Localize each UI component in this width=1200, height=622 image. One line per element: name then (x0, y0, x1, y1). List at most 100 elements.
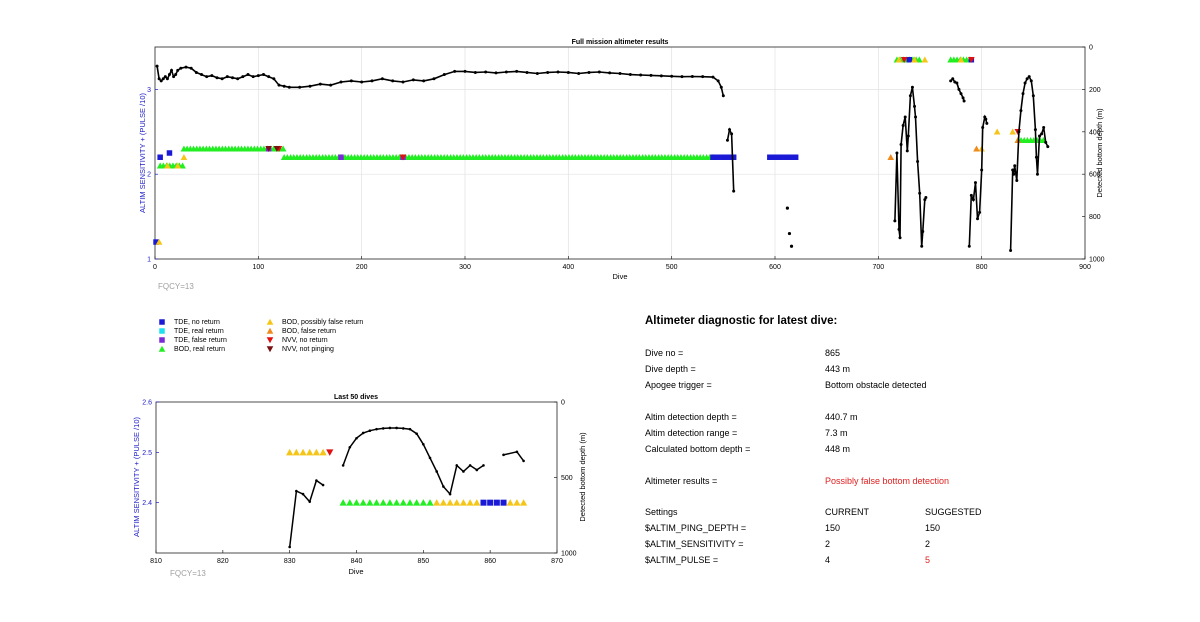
bod-possibly-false-marker (1009, 128, 1016, 135)
depth-point (649, 73, 653, 77)
setting-current: 150 (825, 523, 841, 533)
tde-no-return-marker (710, 154, 716, 160)
depth-point (719, 85, 723, 89)
y2-tick-label: 200 (1089, 87, 1101, 94)
bod-possibly-false-marker (921, 56, 929, 63)
depth-point (908, 94, 912, 98)
depth-point (167, 73, 171, 77)
depth-point (525, 70, 529, 74)
legend-swatch (266, 327, 274, 334)
depth-point (1034, 155, 1038, 159)
nvv-no-return-marker (399, 154, 407, 161)
y2-tick-label: 0 (1089, 45, 1093, 52)
square-icon (159, 319, 165, 325)
depth-point (971, 198, 975, 202)
diag-label: Altim detection range = (645, 428, 738, 438)
depth-point (730, 132, 734, 136)
tde-no-return-marker (777, 154, 783, 160)
depth-point (155, 64, 159, 68)
depth-point (556, 70, 560, 74)
triangle-down-icon (266, 337, 274, 344)
tde-no-return-marker (166, 150, 173, 156)
depth-point (246, 73, 250, 77)
tde-no-return-marker (792, 154, 799, 160)
top-left-axis-label: ALTIM SENSITIVITY + (PULSE /10) (138, 93, 147, 213)
depth-point (282, 84, 286, 88)
depth-point (732, 189, 736, 193)
depth-point (914, 115, 918, 119)
legend-swatch (159, 337, 165, 343)
triangle-up-icon (158, 345, 166, 352)
depth-point (298, 85, 302, 89)
depth-point (1013, 164, 1017, 168)
diag-label: Dive no = (645, 348, 684, 358)
bod-possibly-false-marker (180, 153, 188, 160)
depth-point (463, 69, 467, 73)
bod-possibly-false-marker (957, 56, 965, 63)
x-tick-label: 900 (1079, 264, 1091, 271)
y2-tick-label: 600 (1089, 172, 1101, 179)
depth-point (1017, 130, 1021, 134)
depth-point (690, 74, 694, 78)
depth-point (918, 191, 922, 195)
bod-possibly-false-marker (911, 56, 918, 63)
depth-point (955, 81, 959, 85)
depth-point (716, 79, 720, 83)
top-x-axis-label: Dive (612, 272, 627, 281)
depth-point (442, 73, 446, 77)
diag-value: 440.7 m (825, 412, 858, 422)
settings-header-suggested: SUGGESTED (925, 507, 982, 517)
depth-point (897, 227, 901, 231)
depth-point (608, 71, 612, 75)
x-tick-label: 300 (459, 264, 471, 271)
depth-point (1038, 134, 1042, 138)
depth-point (215, 76, 219, 80)
x-tick-label: 700 (872, 264, 884, 271)
tde-no-return-marker (772, 154, 778, 160)
legend-label: TDE, no return (174, 318, 220, 326)
depth-point (484, 70, 488, 74)
setting-name: $ALTIM_PULSE = (645, 555, 719, 565)
depth-point (725, 138, 729, 142)
depth-point (220, 77, 224, 81)
depth-line (894, 87, 927, 247)
depth-point (256, 74, 260, 78)
setting-name: $ALTIM_SENSITIVITY = (645, 539, 744, 549)
depth-point (165, 77, 169, 81)
depth-point (976, 217, 980, 221)
top-depth-series (155, 64, 1050, 253)
legend-swatch (266, 337, 274, 344)
diagnostic-title: Altimeter diagnostic for latest dive: (645, 315, 838, 327)
depth-point (272, 77, 276, 81)
setting-current: 4 (825, 555, 831, 565)
depth-line (726, 127, 735, 192)
depth-point (504, 70, 508, 74)
bod-false-return-marker (973, 145, 980, 152)
x-tick-label: 100 (252, 264, 264, 271)
legend-item: NVV, not pinging (266, 345, 334, 353)
depth-point (161, 77, 165, 81)
depth-point (370, 79, 374, 83)
depth-point (422, 79, 426, 83)
depth-point (973, 181, 977, 185)
settings-header-name: Settings (645, 507, 678, 517)
depth-point (157, 77, 161, 81)
bod-real-return-marker (916, 56, 923, 63)
depth-point (981, 126, 985, 130)
depth-point (287, 85, 291, 89)
depth-point (670, 74, 674, 78)
legend-swatch (266, 318, 274, 325)
tde-no-return-marker (906, 56, 913, 63)
x-tick-label: 400 (562, 264, 574, 271)
top-frequency-note: FQCY=13 (158, 282, 194, 291)
legend-label: NVV, no return (282, 336, 328, 344)
depth-point (789, 244, 794, 248)
depth-point (913, 104, 916, 108)
x-tick-label: 500 (666, 264, 678, 271)
depth-point (577, 72, 581, 75)
depth-point (546, 70, 550, 74)
nvv-no-return-marker (900, 56, 908, 64)
legend-item: NVV, no return (266, 336, 328, 344)
settings-row-sensitivity: $ALTIM_SENSITIVITY = 2 2 (645, 539, 1165, 551)
depth-point (453, 69, 457, 73)
